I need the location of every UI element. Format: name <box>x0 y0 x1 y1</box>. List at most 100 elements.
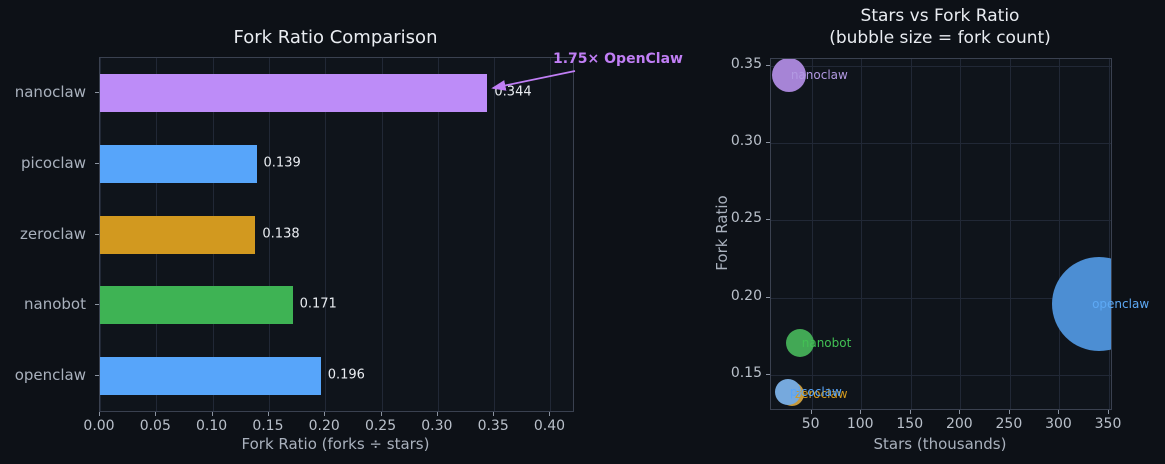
bubble-x-tick-label: 100 <box>846 416 874 432</box>
gridline <box>910 59 912 409</box>
bar-xaxis-label: Fork Ratio (forks ÷ stars) <box>241 435 430 453</box>
gridline <box>811 59 813 409</box>
category-label-picoclaw: picoclaw <box>21 153 86 172</box>
x-tick <box>155 412 157 416</box>
bar-x-tick-label: 0.35 <box>477 418 509 434</box>
gridline <box>861 59 863 409</box>
bubble-label-openclaw: openclaw <box>1092 296 1150 311</box>
bubble-label-nanoclaw: nanoclaw <box>790 68 848 83</box>
gridline <box>1059 59 1061 409</box>
annotation-arrow-icon <box>491 70 576 91</box>
gridline <box>325 58 327 411</box>
gridline <box>771 375 1111 376</box>
gridline <box>1109 59 1111 409</box>
bubble-label-layer: nanoclaw zeroclaw picoclaw nanobot openclaw <box>771 59 1149 409</box>
bubble-y-tick-label: 0.20 <box>730 287 762 304</box>
bar-x-tick-label: 0.00 <box>83 418 115 434</box>
bar-x-tick-label: 0.20 <box>308 418 340 434</box>
category-label-nanoclaw: nanoclaw <box>14 83 86 102</box>
bubble-chart-title: Stars vs Fork Ratio (bubble size = fork … <box>770 5 1110 49</box>
gridline <box>494 58 496 411</box>
x-tick <box>909 410 911 414</box>
bar-zeroclaw <box>100 215 256 254</box>
gridline <box>550 58 552 411</box>
bubble-picoclaw <box>774 379 801 405</box>
x-tick <box>99 412 100 416</box>
bubble-x-tick-label: 250 <box>995 416 1023 432</box>
x-tick <box>1058 410 1060 414</box>
bar-x-tick-label: 0.10 <box>196 418 228 434</box>
y-tick <box>95 233 99 235</box>
gridline <box>771 65 1111 67</box>
x-tick <box>436 412 438 416</box>
bubble-y-tick-label: 0.15 <box>730 365 762 381</box>
bubble-label-nanobot: nanobot <box>801 335 852 350</box>
gridline <box>437 58 439 411</box>
bar-value-label-openclaw: 0.196 <box>327 367 365 383</box>
bar-x-tick-label: 0.40 <box>533 418 566 434</box>
bubble-nanoclaw <box>771 59 806 93</box>
x-tick <box>959 410 961 414</box>
x-tick <box>1108 410 1110 414</box>
y-tick <box>95 374 99 376</box>
bubble-nanobot <box>785 328 814 357</box>
y-tick <box>95 304 99 306</box>
bubble-y-tick-label: 0.25 <box>730 210 762 227</box>
x-tick <box>324 412 326 416</box>
x-tick <box>860 410 862 414</box>
bar-nanobot <box>100 286 293 325</box>
bar-value-label-picoclaw: 0.139 <box>263 155 301 171</box>
gridline <box>960 59 962 409</box>
bar-picoclaw <box>100 144 257 183</box>
x-tick <box>267 412 269 416</box>
bubble-y-tick-label: 0.30 <box>730 133 762 150</box>
y-tick <box>95 92 99 94</box>
y-tick <box>95 162 99 164</box>
bubble-x-tick-label: 300 <box>1045 416 1072 432</box>
bar-x-tick-label: 0.25 <box>364 418 397 434</box>
bar-plot-area <box>99 57 574 412</box>
bubble-y-tick-label: 0.35 <box>730 55 762 72</box>
y-tick <box>766 219 770 221</box>
y-tick <box>766 374 770 375</box>
bubble-x-tick-label: 350 <box>1094 416 1122 432</box>
bubble-x-tick-label: 150 <box>896 416 924 432</box>
gridline <box>771 143 1111 145</box>
category-label-openclaw: openclaw <box>14 365 86 384</box>
bar-x-tick-label: 0.05 <box>139 418 171 434</box>
y-tick <box>766 296 770 298</box>
bubble-x-tick-label: 50 <box>801 416 820 432</box>
category-label-nanobot: nanobot <box>24 295 86 314</box>
bubble-chart-title-line1: Stars vs Fork Ratio <box>860 6 1020 26</box>
gridline <box>771 297 1111 299</box>
y-tick <box>766 64 770 66</box>
bubble-clip-layer <box>771 59 1111 409</box>
bar-chart-title: Fork Ratio Comparison <box>233 27 438 48</box>
x-tick <box>380 412 382 416</box>
x-tick <box>810 410 812 414</box>
gridline <box>381 58 383 411</box>
bar-nanoclaw <box>100 74 488 113</box>
bubble-xaxis-label: Stars (thousands) <box>873 435 1007 453</box>
x-tick <box>211 412 213 416</box>
gridline <box>1009 59 1011 409</box>
bubble-plot-area: nanoclaw zeroclaw picoclaw nanobot openclaw <box>770 58 1149 410</box>
annotation-175x-openclaw: 1.75× OpenClaw <box>553 51 683 67</box>
category-label-zeroclaw: zeroclaw <box>20 224 86 243</box>
x-tick <box>1008 410 1010 414</box>
bar-value-label-nanobot: 0.171 <box>299 296 337 312</box>
bubble-label-zeroclaw: zeroclaw <box>794 386 848 401</box>
bar-value-label-zeroclaw: 0.138 <box>262 226 300 241</box>
bubble-x-tick-label: 200 <box>945 416 973 432</box>
bar-openclaw <box>100 356 321 395</box>
bubble-yaxis-label: Fork Ratio <box>713 195 731 271</box>
bar-x-tick-label: 0.30 <box>421 418 453 434</box>
gridline <box>268 58 270 411</box>
bubble-label-picoclaw: picoclaw <box>789 385 842 399</box>
bar-x-tick-label: 0.15 <box>252 418 284 434</box>
x-tick <box>493 412 495 416</box>
y-tick <box>766 142 770 144</box>
bubble-chart-title-line2: (bubble size = fork count) <box>829 28 1051 48</box>
gridline <box>771 220 1111 222</box>
